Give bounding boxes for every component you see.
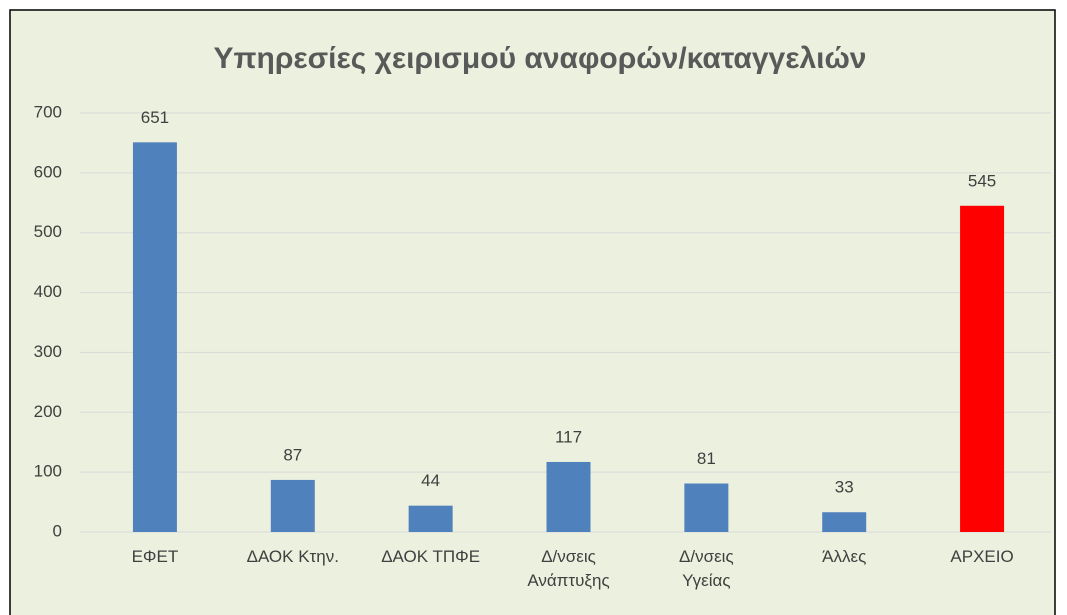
bar xyxy=(684,483,729,532)
x-tick-label: ΕΦΕΤ xyxy=(131,547,179,566)
chart-title: Υπηρεσίες χειρισμού αναφορών/καταγγελιών xyxy=(214,42,867,75)
x-tick-label: Δ/νσεις Ανάπτυξης xyxy=(527,547,610,590)
data-label: 44 xyxy=(421,471,440,490)
y-tick-label: 600 xyxy=(34,162,62,181)
data-label: 81 xyxy=(697,449,716,468)
data-label: 545 xyxy=(968,171,996,190)
bar xyxy=(408,505,453,532)
y-tick-label: 0 xyxy=(53,521,62,540)
x-tick-label: Άλλες xyxy=(822,547,867,566)
bar xyxy=(822,512,867,532)
x-tick-label: Δ/νσεις Υγείας xyxy=(679,547,734,590)
y-tick-label: 500 xyxy=(34,222,62,241)
bar xyxy=(270,479,315,532)
data-label: 87 xyxy=(283,445,302,464)
x-tick-label: ΑΡΧΕΙΟ xyxy=(950,547,1014,566)
y-tick-label: 100 xyxy=(34,462,62,481)
bar xyxy=(132,142,177,532)
chart-frame xyxy=(9,9,1056,615)
data-label: 117 xyxy=(555,427,582,446)
y-tick-label: 700 xyxy=(34,102,62,121)
data-label: 651 xyxy=(141,108,169,127)
y-tick-label: 200 xyxy=(34,402,62,421)
data-label: 33 xyxy=(835,478,854,497)
bar xyxy=(960,205,1005,532)
x-tick-label: ΔΑΟΚ Κτην. xyxy=(246,547,339,566)
x-tick-label: ΔΑΟΚ ΤΠΦΕ xyxy=(381,547,481,566)
y-tick-label: 400 xyxy=(34,282,62,301)
bar xyxy=(546,461,591,532)
y-tick-label: 300 xyxy=(34,342,62,361)
